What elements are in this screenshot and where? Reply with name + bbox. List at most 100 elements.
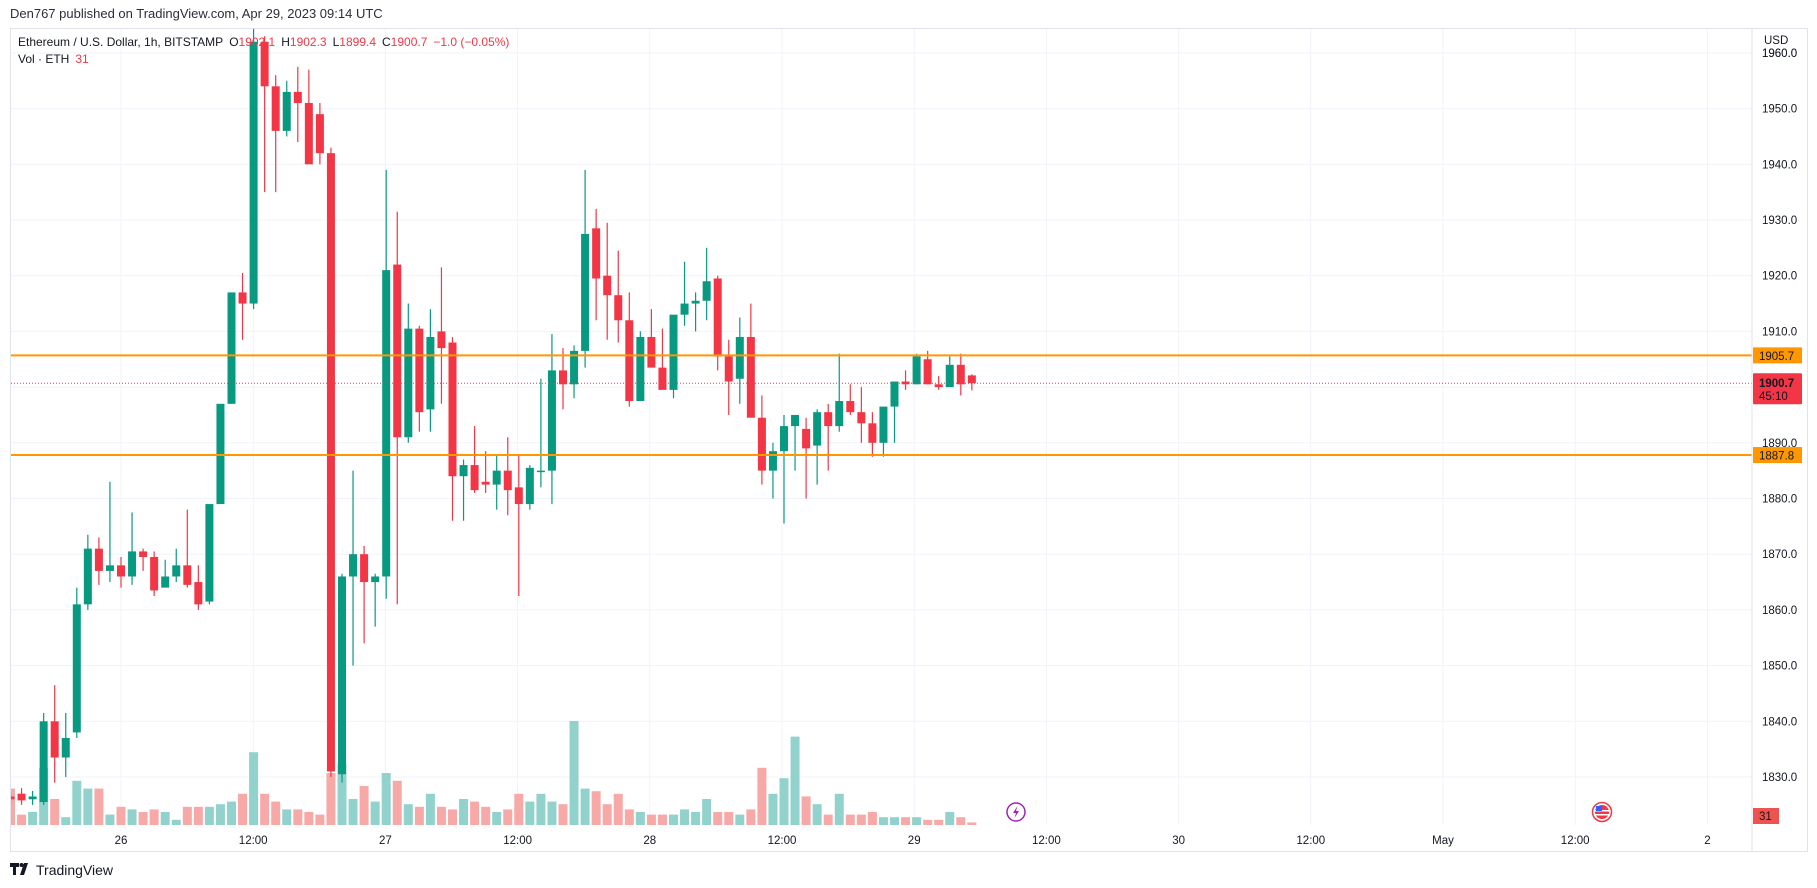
candle[interactable]	[227, 292, 236, 404]
volume-bar	[326, 773, 336, 825]
candle[interactable]	[205, 504, 214, 602]
candle[interactable]	[680, 303, 689, 315]
candle[interactable]	[304, 103, 313, 165]
candle[interactable]	[824, 412, 833, 427]
candle[interactable]	[260, 41, 269, 87]
candle[interactable]	[757, 417, 766, 471]
candle[interactable]	[503, 470, 512, 491]
candle[interactable]	[581, 233, 590, 351]
candle[interactable]	[813, 412, 822, 446]
candle[interactable]	[293, 91, 302, 104]
candle[interactable]	[691, 300, 700, 304]
candle[interactable]	[459, 465, 468, 477]
candle[interactable]	[625, 320, 634, 402]
candle[interactable]	[183, 565, 192, 585]
candle[interactable]	[592, 228, 601, 279]
symbol-title[interactable]: Ethereum / U.S. Dollar, 1h, BITSTAMP	[18, 35, 224, 49]
candle[interactable]	[879, 406, 888, 443]
candle[interactable]	[249, 41, 258, 304]
candle[interactable]	[238, 292, 247, 304]
candle[interactable]	[172, 565, 181, 577]
volume-bar	[912, 817, 922, 825]
candle[interactable]	[161, 576, 170, 588]
candle[interactable]	[39, 721, 48, 803]
us-flag-event-icon[interactable]	[1591, 801, 1613, 823]
candle[interactable]	[890, 381, 899, 407]
candle[interactable]	[349, 554, 358, 577]
candle[interactable]	[702, 281, 711, 301]
candle[interactable]	[128, 551, 137, 577]
plot-area[interactable]	[6, 25, 1752, 825]
candle[interactable]	[150, 556, 159, 591]
candle[interactable]	[17, 793, 26, 801]
volume-label[interactable]: Vol · ETH	[18, 52, 70, 66]
candle[interactable]	[139, 551, 148, 557]
candle[interactable]	[713, 278, 722, 357]
candle[interactable]	[945, 364, 954, 388]
candle[interactable]	[791, 414, 800, 427]
candle[interactable]	[216, 403, 225, 505]
candle[interactable]	[868, 423, 877, 443]
candle[interactable]	[28, 796, 37, 800]
candle[interactable]	[768, 451, 777, 471]
candle[interactable]	[956, 364, 965, 385]
volume-bar	[525, 801, 535, 825]
candle[interactable]	[724, 356, 733, 382]
candle[interactable]	[603, 275, 612, 296]
candle[interactable]	[846, 401, 855, 413]
candle[interactable]	[559, 370, 567, 385]
candle[interactable]	[72, 604, 81, 733]
candle[interactable]	[746, 336, 755, 418]
candle[interactable]	[547, 370, 556, 471]
candle[interactable]	[94, 548, 103, 571]
candle[interactable]	[492, 470, 501, 485]
candle[interactable]	[934, 384, 943, 388]
candle[interactable]	[967, 375, 976, 384]
volume-bar	[72, 780, 82, 825]
tradingview-logo[interactable]: TradingView	[10, 862, 113, 878]
candle[interactable]	[636, 336, 645, 402]
candle[interactable]	[194, 582, 203, 605]
candle[interactable]	[404, 328, 413, 438]
candle[interactable]	[50, 721, 59, 758]
candle[interactable]	[426, 336, 435, 410]
candle[interactable]	[658, 367, 667, 390]
candle[interactable]	[570, 350, 579, 385]
candle[interactable]	[647, 336, 656, 368]
candle[interactable]	[669, 314, 678, 390]
candle[interactable]	[315, 114, 324, 154]
candle[interactable]	[536, 470, 545, 473]
candle[interactable]	[360, 554, 369, 583]
candle[interactable]	[923, 359, 932, 385]
candle[interactable]	[326, 153, 335, 772]
candle[interactable]	[415, 328, 424, 413]
candle[interactable]	[61, 738, 70, 758]
candle[interactable]	[525, 467, 534, 505]
candle[interactable]	[857, 412, 866, 424]
candle[interactable]	[105, 565, 114, 571]
time-tick-label: 26	[115, 835, 128, 847]
svg-text:45:10: 45:10	[1759, 391, 1788, 403]
candle[interactable]	[912, 356, 921, 385]
candle[interactable]	[282, 91, 291, 131]
candle[interactable]	[835, 401, 844, 427]
candle[interactable]	[371, 576, 380, 583]
candle[interactable]	[448, 342, 457, 477]
candle[interactable]	[802, 428, 811, 449]
candle[interactable]	[83, 548, 92, 605]
candle[interactable]	[7, 796, 15, 800]
candle[interactable]	[735, 336, 744, 379]
candle[interactable]	[117, 565, 125, 577]
candle[interactable]	[338, 576, 346, 775]
candle[interactable]	[614, 295, 623, 321]
candle[interactable]	[382, 270, 391, 577]
candle[interactable]	[514, 487, 523, 505]
candle[interactable]	[481, 481, 490, 485]
candle[interactable]	[470, 465, 479, 491]
candle[interactable]	[393, 264, 402, 438]
candle[interactable]	[780, 426, 788, 452]
candle[interactable]	[437, 331, 446, 349]
lightning-event-icon[interactable]	[1006, 802, 1026, 822]
candle[interactable]	[271, 86, 280, 131]
